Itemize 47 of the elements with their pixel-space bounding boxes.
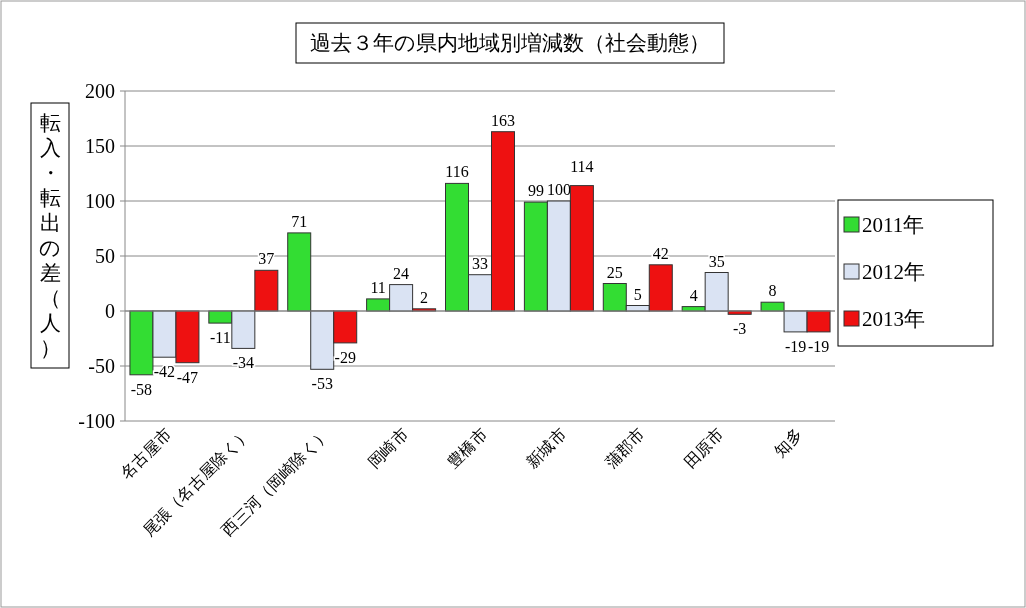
x-tick-label: 岡崎市 <box>365 425 412 472</box>
legend-label: 2011年 <box>862 213 925 237</box>
y-tick-label: 150 <box>85 135 115 157</box>
data-label: 114 <box>570 157 594 175</box>
y-tick-label: 50 <box>95 245 115 267</box>
data-label: 2 <box>420 288 429 306</box>
data-label: -19 <box>784 337 807 355</box>
y-tick-label: 200 <box>85 80 115 102</box>
data-label: -29 <box>334 348 356 366</box>
y-tick-label: -50 <box>88 355 115 377</box>
data-label: -58 <box>130 380 153 398</box>
y-tick-label: 0 <box>105 300 115 322</box>
x-tick-label: 田原市 <box>680 425 727 472</box>
data-label: 42 <box>652 244 669 262</box>
data-label: 8 <box>768 282 777 300</box>
data-label: -47 <box>176 368 199 386</box>
x-tick-label: 知多 <box>771 425 806 460</box>
data-label: 99 <box>527 182 544 200</box>
data-label: 33 <box>472 254 488 272</box>
data-label: 116 <box>445 163 469 181</box>
data-label: 5 <box>633 285 642 303</box>
bar <box>287 232 312 312</box>
data-label: 4 <box>689 286 698 304</box>
y-tick-label: 100 <box>85 190 115 212</box>
bar <box>254 269 279 312</box>
data-label: -34 <box>232 354 254 372</box>
data-label: 11 <box>370 278 386 296</box>
data-label: -53 <box>311 375 333 393</box>
data-label: -11 <box>209 329 231 347</box>
data-label: -19 <box>807 337 830 355</box>
data-label: 25 <box>606 263 623 281</box>
y-tick-label: -100 <box>78 410 115 432</box>
chart-title: 過去３年の県内地域別増減数（社会動態） <box>310 31 710 55</box>
data-label: 24 <box>393 264 410 282</box>
data-label: 163 <box>491 111 515 129</box>
data-label: 37 <box>258 250 275 268</box>
legend-label: 2012年 <box>862 260 925 284</box>
data-label: -3 <box>733 320 747 338</box>
legend-label: 2013年 <box>862 307 925 331</box>
x-tick-label: 豊橋市 <box>444 425 491 472</box>
x-tick-label: 新城市 <box>523 425 570 472</box>
data-label: 71 <box>291 212 308 230</box>
text: 転入・転出の差（人） <box>39 111 61 360</box>
data-label: 35 <box>708 252 725 270</box>
data-label: -42 <box>153 363 176 381</box>
x-tick-label: 蒲郡市 <box>601 425 648 472</box>
x-tick-label: 名古屋市 <box>117 425 175 483</box>
